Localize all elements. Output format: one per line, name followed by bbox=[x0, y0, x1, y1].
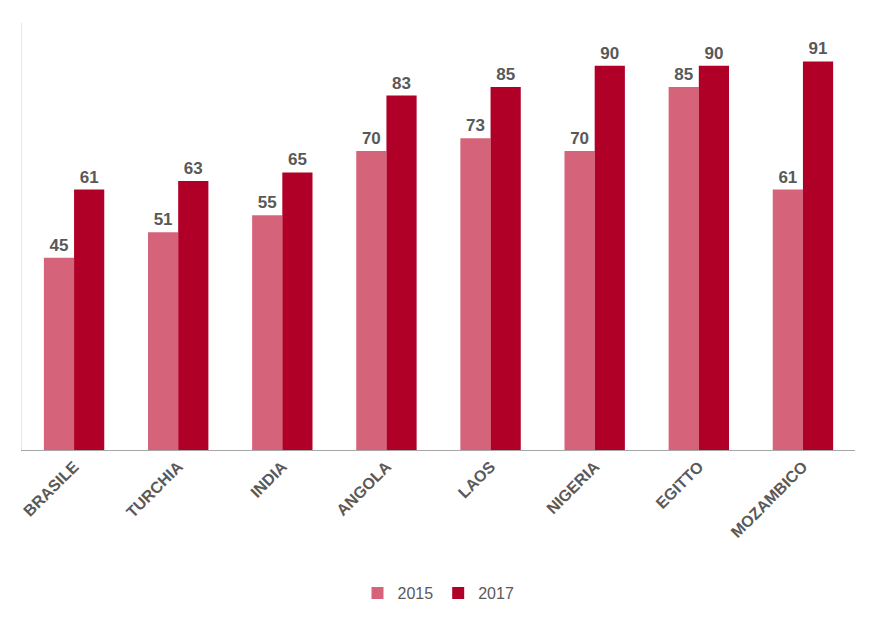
svg-text:61: 61 bbox=[778, 168, 797, 187]
svg-text:70: 70 bbox=[362, 129, 381, 148]
svg-text:2015: 2015 bbox=[398, 585, 434, 602]
svg-text:90: 90 bbox=[704, 44, 723, 63]
svg-text:90: 90 bbox=[600, 44, 619, 63]
svg-text:65: 65 bbox=[288, 150, 307, 169]
svg-text:70: 70 bbox=[570, 129, 589, 148]
svg-text:63: 63 bbox=[184, 159, 203, 178]
svg-text:TURCHIA: TURCHIA bbox=[123, 458, 186, 521]
svg-text:73: 73 bbox=[466, 116, 485, 135]
svg-text:EGITTO: EGITTO bbox=[653, 458, 707, 512]
svg-text:91: 91 bbox=[809, 39, 828, 58]
svg-text:INDIA: INDIA bbox=[247, 458, 290, 501]
svg-text:2017: 2017 bbox=[478, 585, 514, 602]
svg-text:ANGOLA: ANGOLA bbox=[333, 458, 394, 519]
svg-text:85: 85 bbox=[496, 65, 515, 84]
svg-text:51: 51 bbox=[154, 210, 173, 229]
svg-text:55: 55 bbox=[258, 193, 277, 212]
svg-text:BRASILE: BRASILE bbox=[20, 458, 82, 520]
svg-text:85: 85 bbox=[674, 65, 693, 84]
svg-text:83: 83 bbox=[392, 74, 411, 93]
svg-text:61: 61 bbox=[80, 168, 99, 187]
svg-text:45: 45 bbox=[50, 236, 69, 255]
svg-text:MOZAMBICO: MOZAMBICO bbox=[728, 458, 811, 541]
svg-text:NIGERIA: NIGERIA bbox=[543, 458, 602, 517]
svg-text:LAOS: LAOS bbox=[455, 458, 499, 502]
